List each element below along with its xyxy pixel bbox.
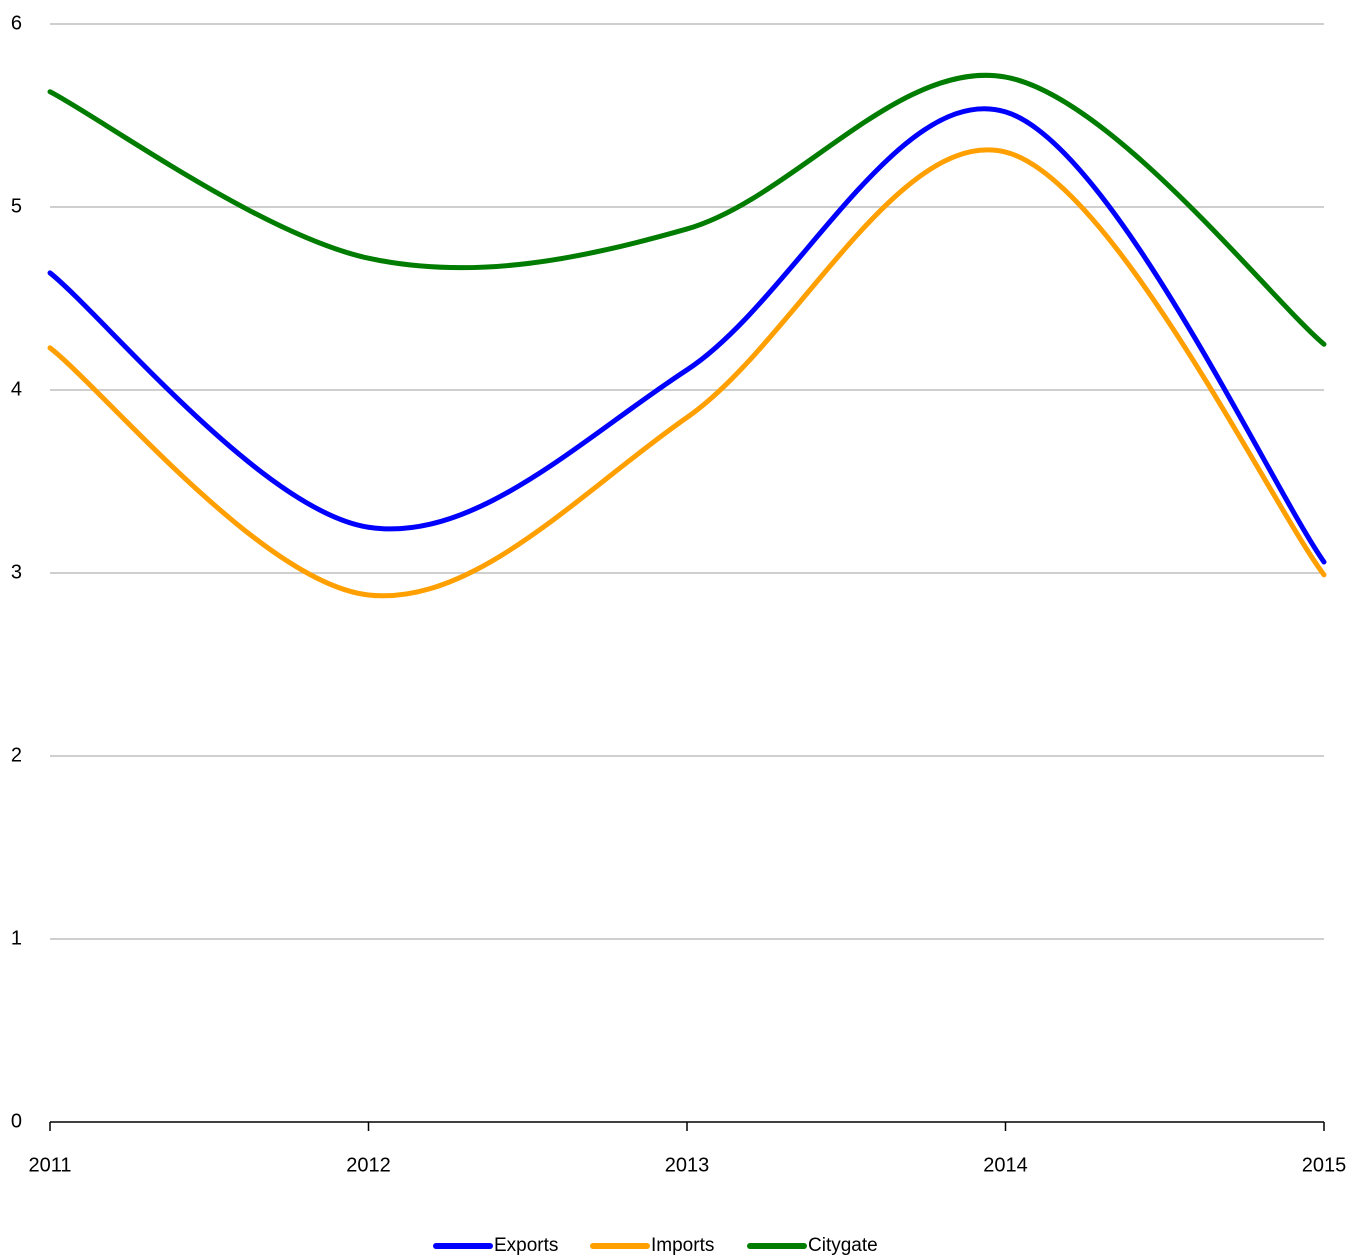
line [47,106,1327,565]
y-tick-label: 1 [11,927,22,949]
y-tick-label: 0 [11,1110,22,1132]
x-tick-label: 2014 [983,1154,1028,1176]
line [47,147,1327,599]
line [47,72,1327,347]
x-tick-label: 2011 [28,1154,71,1176]
y-tick-label: 6 [11,12,22,34]
y-tick-label: 3 [11,561,22,583]
y-tick-label: 4 [11,378,22,400]
y-tick-label: 5 [11,195,22,217]
legend-label: Imports [651,1235,714,1256]
x-tick-label: 2012 [346,1154,391,1176]
x-tick-label: 2013 [665,1154,710,1176]
legend-label: Citygate [808,1235,878,1256]
x-tick-label: 2015 [1302,1154,1347,1176]
legend-label: Exports [494,1235,558,1256]
y-tick-label: 2 [11,744,22,766]
